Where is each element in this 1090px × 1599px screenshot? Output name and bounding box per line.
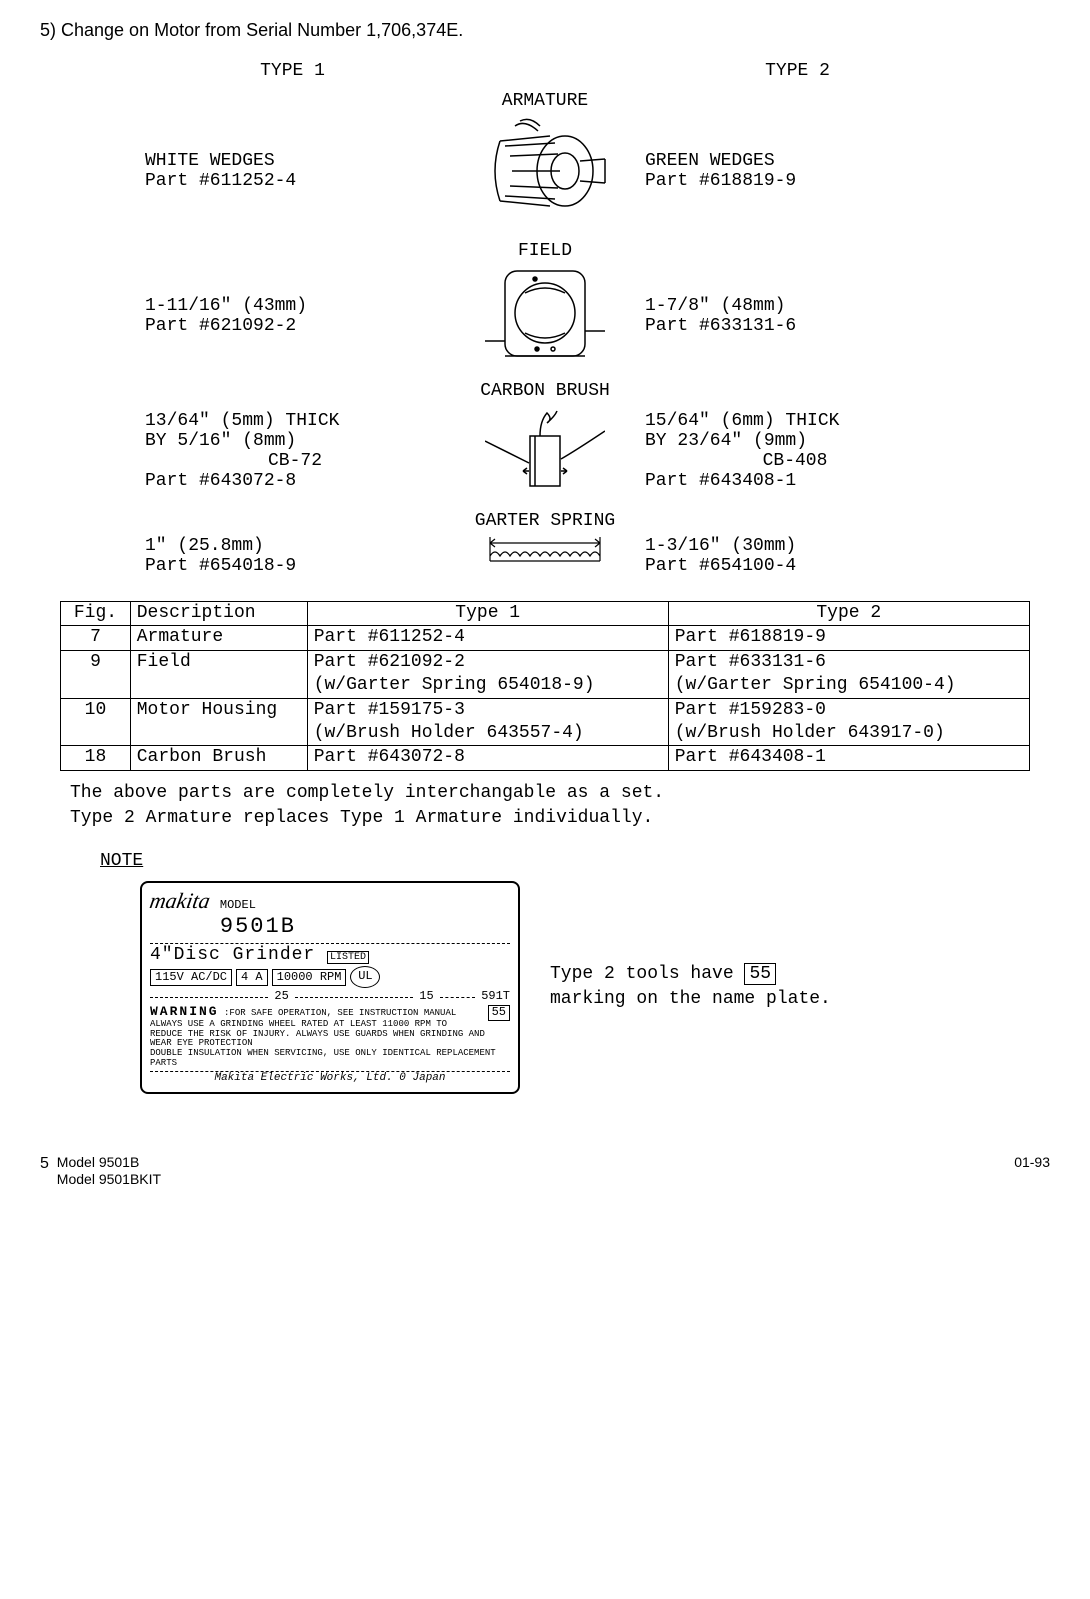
nameplate-brand: makita	[148, 887, 213, 915]
col-type1: Type 1	[307, 602, 668, 626]
armature-label: ARMATURE	[40, 91, 1050, 111]
table-row: 18 Carbon Brush Part #643072-8 Part #643…	[61, 746, 1030, 770]
cell: Carbon Brush	[130, 746, 307, 770]
field-left1: 1-11/16" (43mm)	[145, 296, 445, 316]
page-number: 5	[40, 1154, 49, 1173]
table-row: 7 Armature Part #611252-4 Part #618819-9	[61, 626, 1030, 650]
footer-model1: Model 9501B	[57, 1154, 140, 1170]
col-fig: Fig.	[61, 602, 131, 626]
brush-left1: 13/64" (5mm) THICK	[145, 411, 445, 431]
armature-left1: WHITE WEDGES	[145, 151, 445, 171]
table-row: 9 Field Part #621092-2 (w/Garter Spring …	[61, 650, 1030, 698]
garter-label: GARTER SPRING	[40, 511, 1050, 531]
nameplate-desc: 4"Disc Grinder	[150, 945, 315, 965]
nameplate-sn-c: 591T	[481, 989, 510, 1004]
cell: Field	[130, 650, 307, 698]
brush-right3: CB-408	[645, 451, 945, 471]
type2-label: TYPE 2	[596, 61, 1000, 81]
cell: Part #159175-3 (w/Brush Holder 643557-4)	[307, 698, 668, 746]
brush-right4: Part #643408-1	[645, 471, 945, 491]
garter-right1: 1-3/16" (30mm)	[645, 536, 945, 556]
nameplate-volts: 115V AC/DC	[150, 969, 232, 986]
nameplate-sn-a: 25	[274, 989, 288, 1004]
cell: Part #633131-6 (w/Garter Spring 654100-4…	[668, 650, 1029, 698]
cell: 7	[61, 626, 131, 650]
cell: Part #159283-0 (w/Brush Holder 643917-0)	[668, 698, 1029, 746]
brush-icon	[465, 401, 625, 501]
garter-left2: Part #654018-9	[145, 556, 445, 576]
nameplate-warn1: :FOR SAFE OPERATION, SEE INSTRUCTION MAN…	[224, 1008, 456, 1018]
armature-icon	[465, 111, 625, 231]
nameplate-warn2: ALWAYS USE A GRINDING WHEEL RATED AT LEA…	[150, 1019, 485, 1049]
field-icon	[465, 261, 625, 371]
field-row: 1-11/16" (43mm) Part #621092-2 1-7/8" (4…	[40, 261, 1050, 371]
footer-date: 01-93	[1014, 1154, 1050, 1188]
note-label: NOTE	[100, 851, 1050, 871]
nameplate-amps: 4 A	[236, 969, 268, 986]
brush-label: CARBON BRUSH	[40, 381, 1050, 401]
plate-note-2: marking on the name plate.	[550, 989, 831, 1009]
type1-label: TYPE 1	[91, 61, 495, 81]
nameplate-model-label: MODEL	[220, 898, 256, 912]
brush-row: 13/64" (5mm) THICK BY 5/16" (8mm) CB-72 …	[40, 401, 1050, 501]
garter-row: 1" (25.8mm) Part #654018-9 1-3/16" (30mm…	[40, 531, 1050, 581]
page-footer: 5 Model 9501B Model 9501BKIT 01-93	[40, 1154, 1050, 1188]
interchangeable-note: The above parts are completely interchan…	[70, 781, 1050, 831]
armature-row: WHITE WEDGES Part #611252-4 GREEN WEDGES…	[40, 111, 1050, 231]
nameplate-note: Type 2 tools have 55 marking on the name…	[550, 962, 831, 1012]
garter-icon	[465, 531, 625, 581]
nameplate: makita MODEL 9501B 4"Disc Grinder LISTED…	[140, 881, 520, 1094]
nameplate-warning-header: WARNING	[150, 1004, 219, 1019]
cell: Motor Housing	[130, 698, 307, 746]
note-line1: The above parts are completely interchan…	[70, 781, 1050, 806]
nameplate-55-box: 55	[488, 1005, 510, 1020]
field-right1: 1-7/8" (48mm)	[645, 296, 945, 316]
nameplate-rpm: 10000 RPM	[272, 969, 347, 986]
armature-right1: GREEN WEDGES	[645, 151, 945, 171]
garter-left1: 1" (25.8mm)	[145, 536, 445, 556]
type-header-row: TYPE 1 TYPE 2	[40, 61, 1050, 81]
nameplate-row: makita MODEL 9501B 4"Disc Grinder LISTED…	[140, 881, 1050, 1094]
field-right2: Part #633131-6	[645, 316, 945, 336]
cell: Part #611252-4	[307, 626, 668, 650]
cell: 18	[61, 746, 131, 770]
brush-right1: 15/64" (6mm) THICK	[645, 411, 945, 431]
nameplate-sn-b: 15	[419, 989, 433, 1004]
plate-note-1: Type 2 tools have	[550, 964, 734, 984]
heading: 5) Change on Motor from Serial Number 1,…	[40, 20, 1050, 41]
cell: Part #643072-8	[307, 746, 668, 770]
brush-left2: BY 5/16" (8mm)	[145, 431, 445, 451]
cell: Part #618819-9	[668, 626, 1029, 650]
armature-left2: Part #611252-4	[145, 171, 445, 191]
nameplate-footer: Makita Electric Works, Ltd. 0 Japan	[150, 1071, 510, 1086]
garter-right2: Part #654100-4	[645, 556, 945, 576]
nameplate-listed: LISTED	[327, 951, 369, 964]
armature-right2: Part #618819-9	[645, 171, 945, 191]
brush-left3: CB-72	[145, 451, 445, 471]
parts-table: Fig. Description Type 1 Type 2 7 Armatur…	[60, 601, 1030, 771]
table-row: 10 Motor Housing Part #159175-3 (w/Brush…	[61, 698, 1030, 746]
cell: Armature	[130, 626, 307, 650]
cell: Part #621092-2 (w/Garter Spring 654018-9…	[307, 650, 668, 698]
note-line2: Type 2 Armature replaces Type 1 Armature…	[70, 806, 1050, 831]
table-header-row: Fig. Description Type 1 Type 2	[61, 602, 1030, 626]
footer-model2: Model 9501BKIT	[57, 1171, 161, 1187]
cell: Part #643408-1	[668, 746, 1029, 770]
ul-icon: UL	[350, 966, 380, 988]
col-desc: Description	[130, 602, 307, 626]
field-label: FIELD	[40, 241, 1050, 261]
nameplate-warn3: DOUBLE INSULATION WHEN SERVICING, USE ON…	[150, 1048, 496, 1068]
col-type2: Type 2	[668, 602, 1029, 626]
cell: 9	[61, 650, 131, 698]
field-left2: Part #621092-2	[145, 316, 445, 336]
nameplate-model: 9501B	[220, 914, 296, 939]
cell: 10	[61, 698, 131, 746]
plate-note-box: 55	[744, 963, 776, 985]
brush-right2: BY 23/64" (9mm)	[645, 431, 945, 451]
brush-left4: Part #643072-8	[145, 471, 445, 491]
